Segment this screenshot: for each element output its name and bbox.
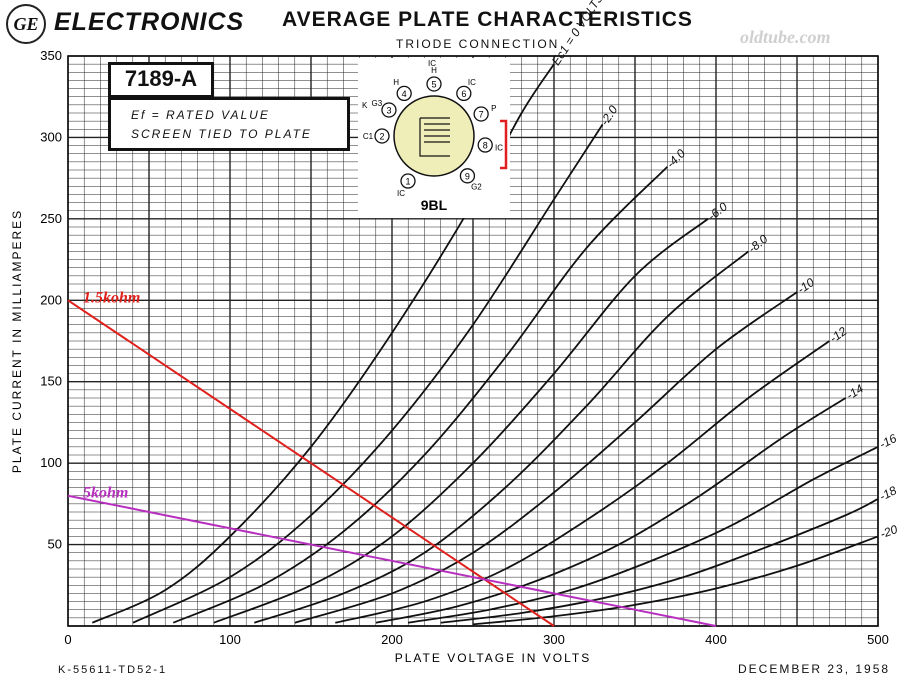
curve-line (408, 446, 879, 624)
pin-number: 4 (402, 89, 407, 99)
pin-label: IC (397, 189, 405, 198)
x-tick-label: 0 (64, 632, 71, 647)
load-line-label: 1.5kohm (83, 289, 140, 306)
x-tick-label: 500 (867, 632, 889, 647)
x-axis-label: PLATE VOLTAGE IN VOLTS (395, 651, 591, 665)
pin-label: P (491, 104, 496, 113)
pin-label: H (393, 78, 399, 87)
pin-number: 6 (461, 89, 466, 99)
logo-text: GE (13, 13, 39, 34)
model-number-box: 7189-A (108, 62, 214, 98)
curve-label: -6.0 (705, 199, 730, 223)
plot-frame (67, 55, 879, 627)
y-axis-label: PLATE CURRENT IN MILLIAMPERES (10, 209, 24, 473)
y-tick-label: 200 (40, 292, 62, 307)
watermark: oldtube.com (740, 27, 831, 47)
pin-circle (396, 85, 412, 102)
pin-circle (381, 102, 397, 118)
y-tick-label: 50 (48, 537, 62, 552)
x-tick-label: 400 (705, 632, 727, 647)
curve-label: -14 (844, 381, 866, 402)
pin-number: 5 (431, 80, 436, 90)
base-type-label: 9BL (421, 197, 448, 213)
load-line-label: 5kohm (83, 485, 128, 502)
pin-circle (459, 168, 476, 184)
curve-line (132, 123, 604, 624)
curve-label: -2.0 (597, 103, 620, 128)
pin-circle (400, 173, 416, 189)
x-tick-label: 200 (381, 632, 403, 647)
curve-label: -16 (877, 431, 899, 451)
conditions-box: Ef = RATED VALUE SCREEN TIED TO PLATE (108, 97, 350, 151)
base-pin-diagram: 1 IC 2 C1 3 G3 4 H 5 H 6 IC 7 P 8 IC 9 G2 K IC 9BL (358, 58, 510, 218)
curve-label: -20 (878, 522, 899, 541)
pin-label: H (431, 66, 437, 75)
pin-number: 8 (483, 141, 488, 151)
chart-title: AVERAGE PLATE CHARACTERISTICS (282, 8, 693, 31)
y-tick-label: 300 (40, 129, 62, 144)
x-tick-label: 300 (543, 632, 565, 647)
curve-line (254, 250, 749, 624)
pin-number: 1 (405, 177, 410, 187)
pin-circle (426, 76, 442, 92)
pin-circle (374, 128, 390, 144)
pin-number: 3 (386, 106, 391, 116)
load-line (67, 299, 555, 627)
pin-number: 2 (379, 132, 384, 142)
pin-label: IC (495, 143, 503, 152)
screen-strap (500, 119, 508, 170)
load-line (67, 494, 717, 627)
chart-date: DECEMBER 23, 1958 (738, 662, 891, 676)
y-tick-label: 250 (40, 211, 62, 226)
curve-line (335, 340, 830, 624)
pin-number: 7 (479, 110, 484, 120)
pin-label: C1 (363, 132, 374, 141)
pin-circle (477, 137, 493, 153)
y-tick-label: 100 (40, 455, 62, 470)
curve-label: -12 (827, 324, 850, 346)
pin-circle (456, 85, 472, 102)
top-pin-label: IC (428, 59, 436, 68)
pin-label: G3 (372, 99, 383, 108)
ge-logo: GE (6, 4, 46, 44)
curve-line (440, 498, 879, 624)
pin-number: 9 (465, 171, 470, 181)
curve-line (294, 291, 798, 624)
curve-line (172, 166, 669, 624)
pin-label: G2 (471, 183, 482, 192)
curve-label: -18 (877, 483, 899, 503)
y-tick-label: 350 (40, 48, 62, 63)
chart-subtitle: TRIODE CONNECTION (396, 37, 560, 51)
curve-line (472, 535, 879, 626)
grid-structure (419, 117, 450, 157)
pin-circle (473, 106, 489, 122)
y-tick-label: 150 (40, 374, 62, 389)
brand-name: ELECTRONICS (54, 8, 245, 36)
cathode-label: K (362, 101, 368, 110)
drawing-number: K-55611-TD52-1 (58, 664, 168, 676)
condition-line-2: SCREEN TIED TO PLATE (131, 127, 312, 141)
curve-label: -10 (795, 275, 818, 297)
curve-line (213, 218, 709, 624)
curve-line (375, 397, 847, 624)
x-tick-label: 100 (219, 632, 241, 647)
condition-line-1: Ef = RATED VALUE (131, 108, 270, 122)
pin-label: IC (468, 78, 476, 87)
